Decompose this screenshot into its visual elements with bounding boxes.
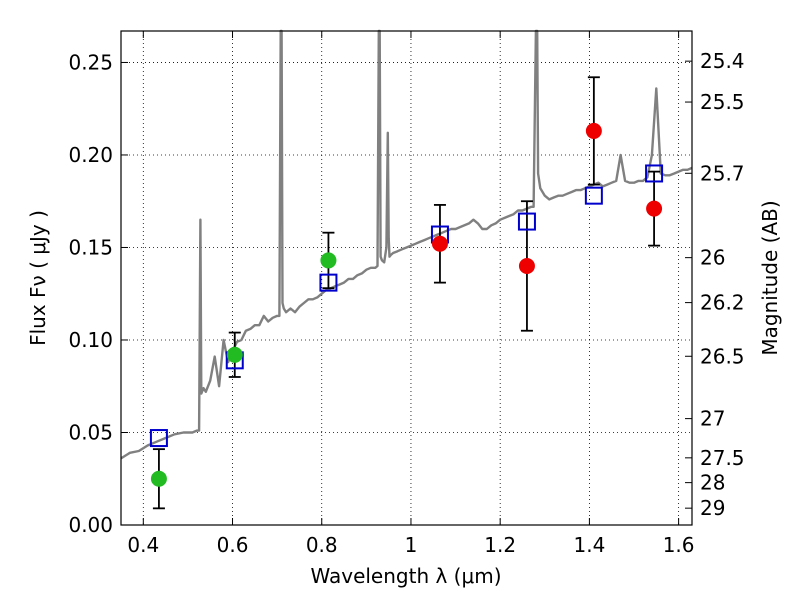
spectrum-line: [120, 29, 693, 460]
y-tick-label: 0.10: [68, 328, 113, 352]
y-tick-label: 0.25: [68, 50, 113, 74]
model-square-marker: [149, 429, 168, 448]
tick-marks: [121, 31, 692, 526]
x-tick-label: 1.6: [663, 533, 695, 557]
y-tick-label: 0.00: [68, 513, 113, 537]
y2-tick-label: 27.5: [700, 446, 745, 470]
y-tick-label: 0.05: [68, 420, 113, 444]
green-data-point: [150, 470, 167, 487]
model-square-marker: [645, 164, 664, 183]
green-data-point: [226, 346, 243, 363]
x-tick-label: 0.4: [127, 533, 159, 557]
x-tick-label: 0.6: [217, 533, 249, 557]
y-axis-label: Flux Fν ( μJy ): [26, 210, 50, 346]
y-tick-label: 0.15: [68, 235, 113, 259]
x-tick-label: 1.4: [573, 533, 605, 557]
y2-tick-label: 29: [700, 496, 725, 520]
red-data-point: [585, 122, 602, 139]
y-tick-label: 0.20: [68, 143, 113, 167]
tick-labels: 0.4 0.6 0.8 1 1.2 1.4 1.6 0.00 0.05 0.10 0.15 0.20 0…: [68, 49, 744, 557]
y2-tick-label: 26: [700, 246, 725, 270]
plot-frame: [120, 30, 693, 526]
points-layer: [149, 122, 664, 487]
spectrum-layer: [120, 29, 693, 460]
model-square-marker: [319, 273, 338, 292]
y2-tick-label: 27: [700, 407, 725, 431]
y2-tick-label: 25.4: [700, 49, 745, 73]
y2-tick-label: 26.2: [700, 291, 745, 315]
y2-tick-label: 25.7: [700, 161, 745, 185]
x-tick-label: 1.2: [484, 533, 516, 557]
y2-tick-label: 25.5: [700, 90, 745, 114]
red-data-point: [518, 257, 535, 274]
green-data-point: [320, 252, 337, 269]
model-square-marker: [584, 186, 603, 205]
plot-background: [121, 31, 692, 525]
red-data-point: [646, 200, 663, 217]
red-data-point: [431, 235, 448, 252]
model-square-marker: [517, 212, 536, 231]
x-tick-label: 1: [405, 533, 418, 557]
x-axis-label: Wavelength λ (μm): [310, 564, 501, 588]
x-tick-label: 0.8: [306, 533, 338, 557]
y2-tick-label: 28: [700, 471, 725, 495]
y2-axis-label: Magnitude (AB): [758, 200, 782, 355]
y2-tick-label: 26.5: [700, 344, 745, 368]
